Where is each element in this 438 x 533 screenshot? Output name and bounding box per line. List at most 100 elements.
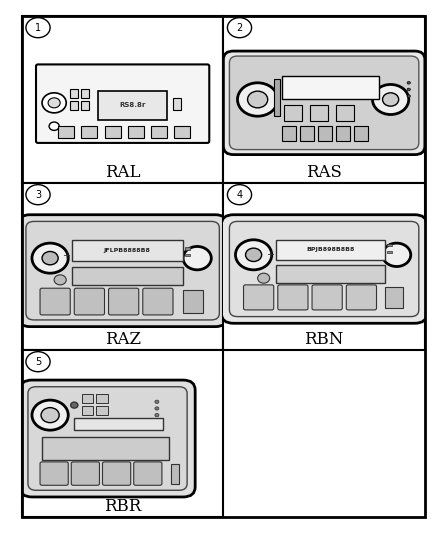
Circle shape (372, 84, 409, 115)
Bar (336, 104, 354, 121)
Circle shape (183, 246, 211, 270)
Bar (318, 126, 332, 141)
Circle shape (26, 352, 50, 372)
Text: RAS: RAS (306, 165, 342, 181)
FancyBboxPatch shape (102, 462, 131, 485)
Bar (96, 394, 107, 403)
FancyBboxPatch shape (230, 221, 419, 317)
Circle shape (54, 275, 66, 285)
Bar (42, 437, 169, 460)
Bar (70, 101, 78, 109)
Text: RS8.8r: RS8.8r (120, 102, 146, 108)
Circle shape (26, 18, 50, 38)
FancyBboxPatch shape (40, 462, 68, 485)
FancyBboxPatch shape (40, 288, 70, 315)
Circle shape (407, 88, 410, 91)
Text: RAL: RAL (105, 165, 141, 181)
Text: RBN: RBN (304, 332, 344, 349)
Text: BPJB898B8B8: BPJB898B8B8 (306, 247, 354, 252)
Bar (387, 251, 392, 253)
Bar (81, 126, 97, 138)
Bar (276, 240, 385, 260)
Bar (387, 244, 392, 246)
Bar (282, 126, 296, 141)
Circle shape (155, 414, 159, 417)
FancyBboxPatch shape (143, 288, 173, 315)
FancyBboxPatch shape (278, 285, 308, 310)
FancyBboxPatch shape (244, 285, 274, 310)
Bar (173, 98, 181, 109)
FancyBboxPatch shape (28, 387, 187, 490)
Bar (72, 266, 183, 285)
Circle shape (26, 184, 50, 205)
Text: RAZ: RAZ (105, 332, 141, 349)
Bar (74, 418, 163, 430)
Bar (274, 79, 280, 116)
Circle shape (246, 248, 261, 262)
FancyBboxPatch shape (20, 380, 195, 497)
Circle shape (155, 400, 159, 403)
Circle shape (32, 400, 68, 430)
Bar (284, 104, 302, 121)
Circle shape (227, 18, 251, 38)
Circle shape (42, 93, 66, 113)
FancyBboxPatch shape (346, 285, 377, 310)
Bar (72, 240, 183, 262)
Circle shape (41, 408, 59, 423)
Bar (185, 247, 190, 250)
Bar (128, 126, 144, 138)
Bar (354, 126, 368, 141)
FancyBboxPatch shape (109, 288, 139, 315)
FancyBboxPatch shape (36, 64, 209, 143)
Text: 5: 5 (35, 357, 41, 367)
Circle shape (71, 402, 78, 408)
FancyBboxPatch shape (74, 288, 105, 315)
Circle shape (258, 273, 270, 283)
FancyBboxPatch shape (230, 56, 419, 150)
Bar (82, 394, 93, 403)
Text: +: + (62, 252, 70, 262)
Bar (336, 126, 350, 141)
Text: RBR: RBR (104, 498, 141, 515)
Circle shape (227, 184, 251, 205)
FancyBboxPatch shape (223, 51, 425, 155)
Circle shape (48, 98, 60, 108)
Bar (96, 406, 107, 415)
Bar (183, 290, 203, 313)
FancyBboxPatch shape (18, 215, 227, 327)
Circle shape (382, 93, 399, 106)
Text: 1: 1 (35, 23, 41, 33)
FancyBboxPatch shape (221, 215, 427, 324)
Circle shape (49, 122, 59, 131)
Bar (185, 254, 190, 256)
Text: JFLPB8888B8: JFLPB8888B8 (103, 248, 150, 253)
Bar (385, 287, 403, 308)
Text: +: + (266, 250, 274, 260)
FancyBboxPatch shape (312, 285, 342, 310)
Bar (300, 126, 314, 141)
FancyBboxPatch shape (71, 462, 99, 485)
Bar (82, 406, 93, 415)
Text: 4: 4 (237, 190, 243, 200)
Bar (276, 265, 385, 283)
Circle shape (237, 83, 278, 116)
Circle shape (247, 91, 268, 108)
Circle shape (32, 243, 68, 273)
Circle shape (407, 82, 410, 84)
Bar (171, 464, 179, 483)
Circle shape (407, 95, 410, 98)
Text: 3: 3 (35, 190, 41, 200)
Bar (310, 104, 328, 121)
Circle shape (236, 240, 272, 270)
Text: 2: 2 (237, 23, 243, 33)
Circle shape (42, 252, 58, 265)
Bar (81, 90, 89, 98)
Bar (58, 126, 74, 138)
Bar (151, 126, 167, 138)
Bar (70, 90, 78, 98)
Bar (99, 91, 167, 119)
Bar (174, 126, 190, 138)
Circle shape (155, 407, 159, 410)
FancyBboxPatch shape (26, 221, 219, 320)
Bar (282, 76, 378, 100)
